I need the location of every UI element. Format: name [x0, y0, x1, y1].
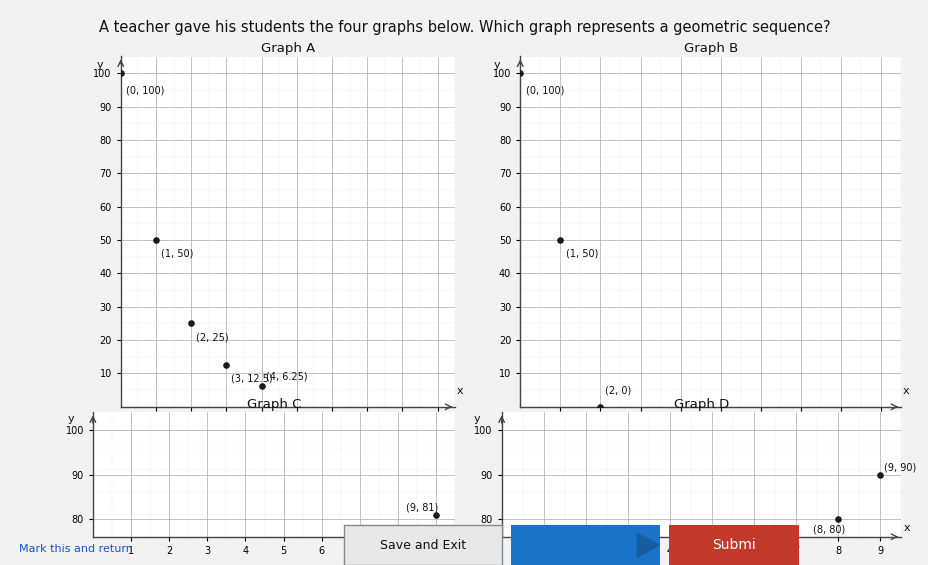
Text: Submi: Submi: [711, 538, 755, 552]
Text: (3, 12.5): (3, 12.5): [230, 374, 272, 384]
Text: (0, 100): (0, 100): [126, 85, 164, 95]
Title: Graph A: Graph A: [261, 42, 315, 55]
Title: Graph B: Graph B: [683, 42, 737, 55]
Point: [552, 236, 567, 245]
Point: [830, 515, 844, 524]
Text: y: y: [97, 60, 103, 70]
Text: x: x: [457, 523, 463, 533]
Point: [512, 69, 527, 78]
Point: [184, 319, 199, 328]
Text: (1, 50): (1, 50): [161, 249, 193, 259]
Title: Graph D: Graph D: [673, 398, 728, 411]
Text: y: y: [493, 60, 499, 70]
Point: [113, 69, 128, 78]
Text: Save and Exit: Save and Exit: [380, 538, 465, 552]
Text: (4, 6.25): (4, 6.25): [265, 371, 307, 381]
Text: A teacher gave his students the four graphs below. Which graph represents a geom: A teacher gave his students the four gra…: [98, 20, 830, 35]
Text: y: y: [473, 414, 480, 424]
Point: [871, 470, 886, 479]
Point: [592, 402, 607, 411]
Text: x: x: [902, 386, 909, 396]
Text: (1, 50): (1, 50): [566, 249, 598, 259]
Text: (9, 81): (9, 81): [406, 502, 437, 512]
Point: [254, 381, 269, 390]
Text: (2, 25): (2, 25): [196, 332, 229, 342]
Text: x: x: [457, 386, 463, 396]
Text: (8, 80): (8, 80): [812, 524, 844, 534]
Text: (0, 100): (0, 100): [525, 85, 564, 95]
Title: Graph C: Graph C: [247, 398, 301, 411]
Point: [219, 360, 234, 370]
Text: Mark this and return: Mark this and return: [19, 544, 133, 554]
Point: [148, 236, 163, 245]
Polygon shape: [637, 533, 659, 557]
Text: x: x: [902, 523, 909, 533]
Text: (2, 0): (2, 0): [604, 385, 631, 396]
Point: [428, 510, 443, 519]
Text: y: y: [67, 414, 73, 424]
Text: (9, 90): (9, 90): [883, 462, 916, 472]
